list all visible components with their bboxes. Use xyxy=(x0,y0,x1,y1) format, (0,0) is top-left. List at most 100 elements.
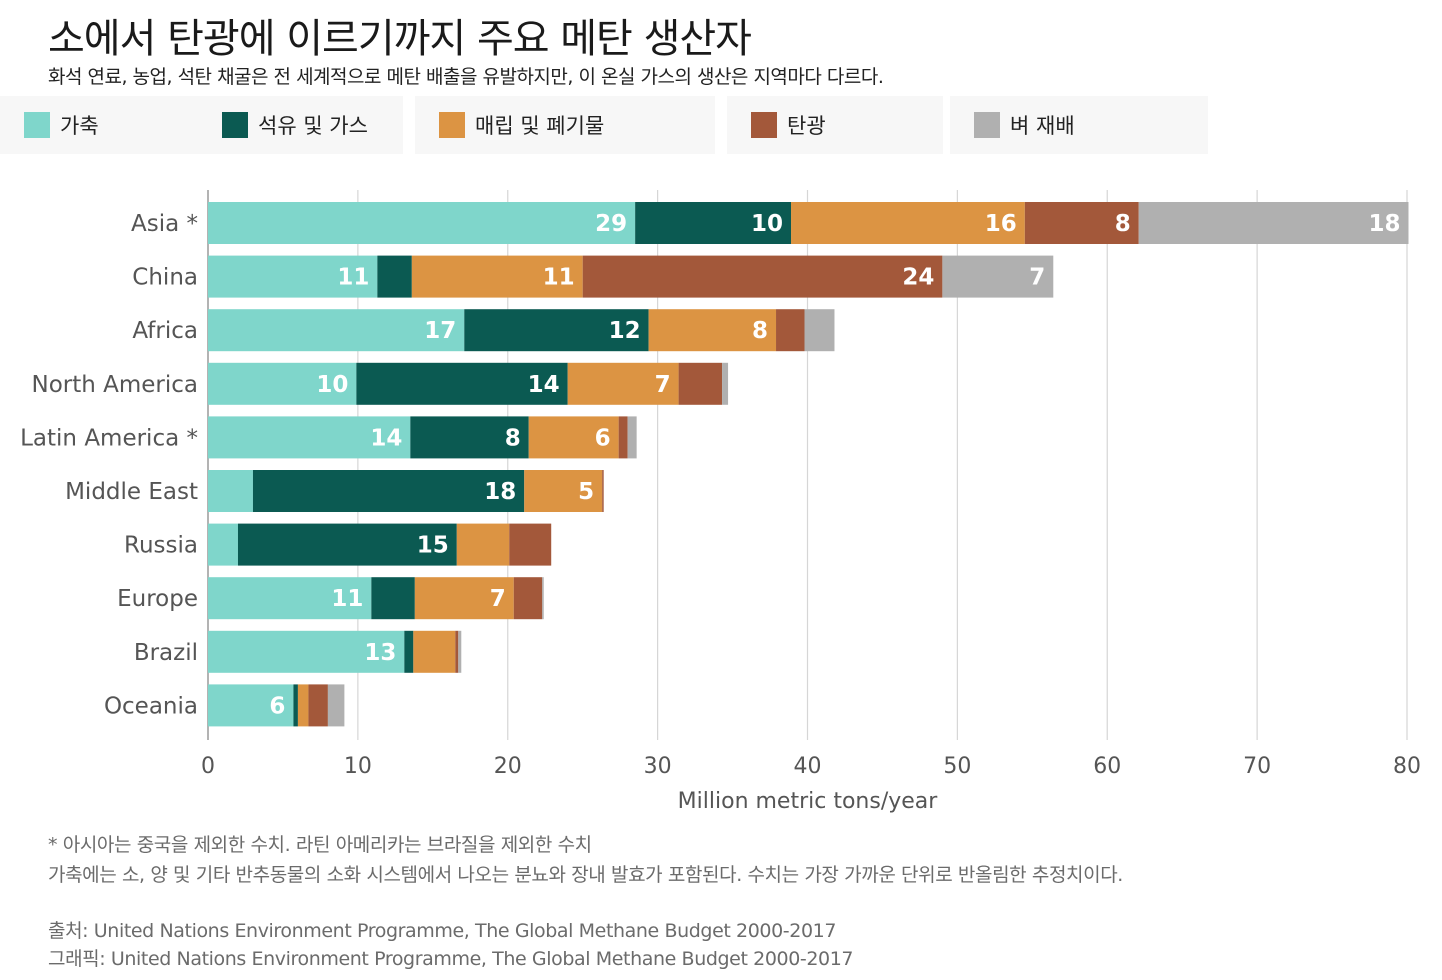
data-label: 5 xyxy=(578,479,594,505)
bar-segment xyxy=(1024,202,1139,244)
bar-segment xyxy=(377,255,412,298)
bar-segment xyxy=(208,362,357,405)
bar-segment xyxy=(208,470,253,512)
legend: 가축 석유 및 가스 매립 및 폐기물 탄광 벼 재배 xyxy=(0,96,1442,154)
bar-segment xyxy=(455,630,459,673)
data-label: 6 xyxy=(269,693,285,719)
category-label: Asia * xyxy=(131,211,198,237)
category-label: Africa xyxy=(132,318,198,344)
bar-segment xyxy=(208,309,465,352)
legend-swatch-livestock xyxy=(24,112,50,138)
legend-label-oil-gas: 석유 및 가스 xyxy=(258,114,368,138)
category-label: China xyxy=(132,265,198,291)
bar-segment xyxy=(509,523,552,566)
data-label: 12 xyxy=(609,318,641,344)
bar-segment xyxy=(208,577,372,620)
data-label: 14 xyxy=(370,425,402,451)
bar-segment xyxy=(208,684,294,727)
legend-item-livestock: 가축 xyxy=(0,96,200,154)
source-credit: 출처: United Nations Environment Programme… xyxy=(48,920,837,942)
x-tick-label: 70 xyxy=(1243,754,1271,779)
bar-segment xyxy=(528,416,619,459)
bar-segment xyxy=(635,202,792,244)
x-tick-label: 20 xyxy=(494,754,522,779)
bar-segment xyxy=(252,470,525,512)
data-label: 16 xyxy=(985,211,1017,237)
legend-label-landfill-waste: 매립 및 폐기물 xyxy=(475,114,605,138)
bar-segment xyxy=(297,684,309,727)
legend-item-rice: 벼 재배 xyxy=(950,96,1208,154)
category-label: Russia xyxy=(124,533,198,559)
x-tick-label: 50 xyxy=(943,754,971,779)
bar-segment xyxy=(411,255,583,298)
category-label: Oceania xyxy=(104,693,198,719)
chart-title: 소에서 탄광에 이르기까지 주요 메탄 생산자 xyxy=(48,16,752,62)
bar-segment xyxy=(414,577,514,620)
data-label: 8 xyxy=(752,318,768,344)
data-label: 7 xyxy=(1029,265,1045,291)
data-label: 29 xyxy=(595,211,627,237)
bar-segment xyxy=(293,684,298,727)
category-label: Europe xyxy=(117,586,198,612)
graphic-credit: 그래픽: United Nations Environment Programm… xyxy=(48,948,854,970)
bar-segment xyxy=(776,309,805,352)
bar-segment xyxy=(464,309,649,352)
data-label: 24 xyxy=(902,265,934,291)
x-tick-label: 30 xyxy=(644,754,672,779)
footnote-livestock: 가축에는 소, 양 및 기타 반추동물의 소화 시스템에서 나오는 분뇨와 장내… xyxy=(48,864,1123,886)
bar-segment xyxy=(327,684,345,727)
bar-segment xyxy=(308,684,328,727)
data-label: 17 xyxy=(424,318,456,344)
bar-segment xyxy=(208,416,411,459)
data-label: 18 xyxy=(484,479,516,505)
bar-segment xyxy=(356,362,568,405)
data-label: 18 xyxy=(1368,211,1400,237)
bar-segment xyxy=(208,630,405,673)
footnote-asterisk: * 아시아는 중국을 제외한 수치. 라틴 아메리카는 브라질을 제외한 수치 xyxy=(48,834,592,856)
category-label: Latin America * xyxy=(20,425,198,451)
legend-swatch-coal-mining xyxy=(751,112,777,138)
data-label: 10 xyxy=(751,211,783,237)
legend-item-coal-mining: 탄광 xyxy=(727,96,943,154)
chart-subtitle: 화석 연료, 농업, 석탄 채굴은 전 세계적으로 메탄 배출을 유발하지만, … xyxy=(48,66,884,88)
bar-segment xyxy=(627,416,637,459)
bar-segment xyxy=(208,202,636,244)
bar-segment xyxy=(524,470,603,512)
data-label: 14 xyxy=(528,372,560,398)
data-label: 8 xyxy=(505,425,521,451)
bar-segment xyxy=(602,470,604,512)
bar-segment xyxy=(678,362,723,405)
bar-segment xyxy=(513,577,543,620)
legend-swatch-oil-gas xyxy=(222,112,248,138)
stacked-bar-chart: 0 10 20 30 40 50 60 70 80 Million metric tons/yea… xyxy=(20,190,1421,814)
legend-label-rice: 벼 재배 xyxy=(1010,114,1075,138)
bar-segment xyxy=(567,362,679,405)
data-label: 11 xyxy=(543,265,575,291)
x-axis-title: Million metric tons/year xyxy=(678,789,939,814)
category-label: Brazil xyxy=(134,640,198,666)
bar-segment xyxy=(791,202,1025,244)
bar-segment xyxy=(648,309,777,352)
data-label: 13 xyxy=(364,640,396,666)
data-label: 11 xyxy=(337,265,369,291)
x-tick-label: 0 xyxy=(201,754,215,779)
data-label: 8 xyxy=(1115,211,1131,237)
legend-item-landfill-waste: 매립 및 폐기물 xyxy=(415,96,715,154)
x-tick-label: 60 xyxy=(1093,754,1121,779)
category-label: Middle East xyxy=(65,479,198,505)
x-tick-label: 80 xyxy=(1393,754,1421,779)
legend-swatch-rice xyxy=(974,112,1000,138)
bar-segment xyxy=(542,577,544,620)
bar-segment xyxy=(456,523,510,566)
legend-item-oil-gas: 석유 및 가스 xyxy=(198,96,403,154)
bar-segment xyxy=(410,416,529,459)
bar-segment xyxy=(618,416,628,459)
bar-segment xyxy=(1138,202,1409,244)
data-label: 10 xyxy=(316,372,348,398)
bar-segment xyxy=(208,523,238,566)
bar-segment xyxy=(371,577,415,620)
bar-segment xyxy=(404,630,414,673)
data-label: 6 xyxy=(595,425,611,451)
legend-swatch-landfill-waste xyxy=(439,112,465,138)
bar-segment xyxy=(582,255,943,298)
